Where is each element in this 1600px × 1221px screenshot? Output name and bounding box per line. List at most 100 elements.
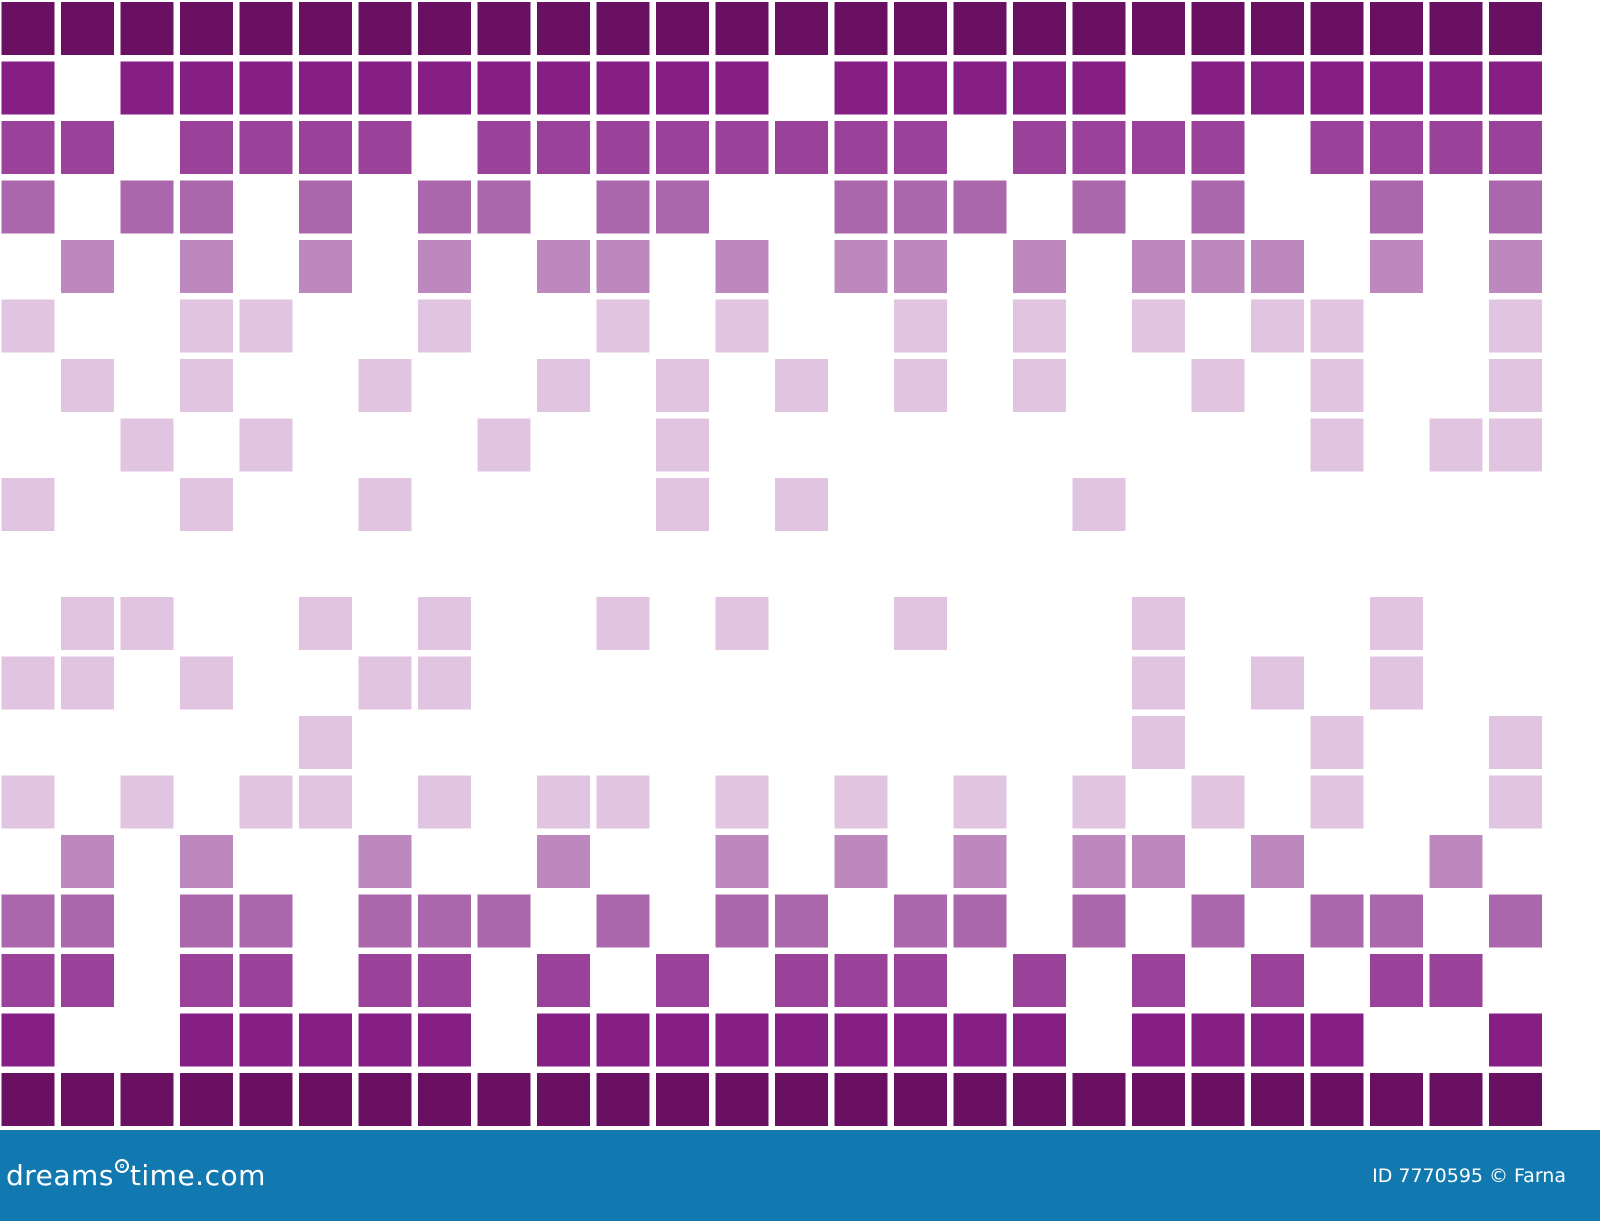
mosaic-tile [180,1073,233,1126]
mosaic-tile [1370,61,1423,115]
mosaic-tile [1310,359,1364,412]
mosaic-tile [1489,240,1542,293]
mosaic-tile [894,121,947,174]
mosaic-tile [1489,894,1542,948]
mosaic-tile [1013,2,1066,55]
mosaic-tile [418,597,471,650]
mosaic-tile [239,2,293,55]
mosaic-tile [1251,1013,1304,1067]
mosaic-tile [61,359,114,412]
mosaic-tile [596,597,650,650]
mosaic-tile [775,121,828,174]
mosaic-tile [1191,180,1245,234]
mosaic-tile [953,1073,1007,1126]
mosaic-tile [1,1013,55,1067]
mosaic-tile [656,180,709,234]
mosaic-tile [477,1073,531,1126]
mosaic-tile [239,121,293,174]
mosaic-tile [596,240,650,293]
mosaic-tile [239,418,293,472]
mosaic-tile [656,954,709,1007]
mosaic-tile [1072,775,1126,829]
mosaic-tile [1251,954,1304,1007]
mosaic-tile [775,478,828,531]
mosaic-tile [1310,1013,1364,1067]
mosaic-tile [1429,418,1483,472]
mosaic-tile [299,775,352,829]
mosaic-tile [537,359,590,412]
mosaic-tile [656,418,709,472]
mosaic-tile [1429,835,1483,888]
mosaic-tile [418,240,471,293]
mosaic-tile [1489,359,1542,412]
mosaic-tile [1191,1013,1245,1067]
mosaic-tile [1310,418,1364,472]
mosaic-tile [1191,240,1245,293]
mosaic-tile [834,180,888,234]
mosaic-tile [596,61,650,115]
mosaic-tile [299,597,352,650]
mosaic-tile [1251,1073,1304,1126]
mosaic-tile [1370,121,1423,174]
mosaic-tile [1489,418,1542,472]
mosaic-tile [953,894,1007,948]
mosaic-tile [239,775,293,829]
spiral-icon [114,1158,129,1173]
purple-tile-mosaic [1,2,1542,1126]
mosaic-tile [1132,835,1185,888]
mosaic-tile [1489,716,1542,769]
brand-suffix: time.com [129,1159,266,1192]
mosaic-tile [537,954,590,1007]
mosaic-tile [180,1013,233,1067]
mosaic-tile [953,2,1007,55]
mosaic-tile [1132,597,1185,650]
mosaic-tile [61,656,114,710]
mosaic-tile [418,656,471,710]
mosaic-tile [61,1073,114,1126]
mosaic-tile [596,1013,650,1067]
mosaic-tile [180,835,233,888]
brand-prefix: dreams [6,1159,114,1192]
mosaic-tile [358,61,412,115]
mosaic-tile [894,2,947,55]
mosaic-tile [894,1013,947,1067]
mosaic-tile [1,478,55,531]
mosaic-tile [1489,1073,1542,1126]
mosaic-tile [775,359,828,412]
mosaic-tile [656,121,709,174]
mosaic-tile [656,61,709,115]
mosaic-tile [1310,2,1364,55]
mosaic-tile [953,835,1007,888]
mosaic-tile [656,2,709,55]
mosaic-tile [477,2,531,55]
mosaic-tile [953,1013,1007,1067]
mosaic-tile [1251,240,1304,293]
mosaic-tile [894,359,947,412]
mosaic-tile [1310,299,1364,353]
mosaic-tile [299,1013,352,1067]
mosaic-tile [180,121,233,174]
mosaic-tile [537,1013,590,1067]
mosaic-tile [596,1073,650,1126]
mosaic-tile [358,2,412,55]
mosaic-tile [1,775,55,829]
mosaic-tile [299,2,352,55]
mosaic-tile [1072,478,1126,531]
mosaic-tile [299,180,352,234]
mosaic-tile [1370,180,1423,234]
mosaic-tile [1191,61,1245,115]
mosaic-tile [1013,121,1066,174]
mosaic-tile [1489,2,1542,55]
mosaic-tile [656,359,709,412]
mosaic-tile [358,656,412,710]
mosaic-tile [299,1073,352,1126]
mosaic-tile [120,597,174,650]
mosaic-tile [953,61,1007,115]
mosaic-tile [239,1013,293,1067]
mosaic-tile [1072,121,1126,174]
mosaic-tile [239,61,293,115]
image-credit: ID 7770595 © Farna [1366,1130,1566,1221]
mosaic-tile [894,1073,947,1126]
mosaic-tile [834,1073,888,1126]
